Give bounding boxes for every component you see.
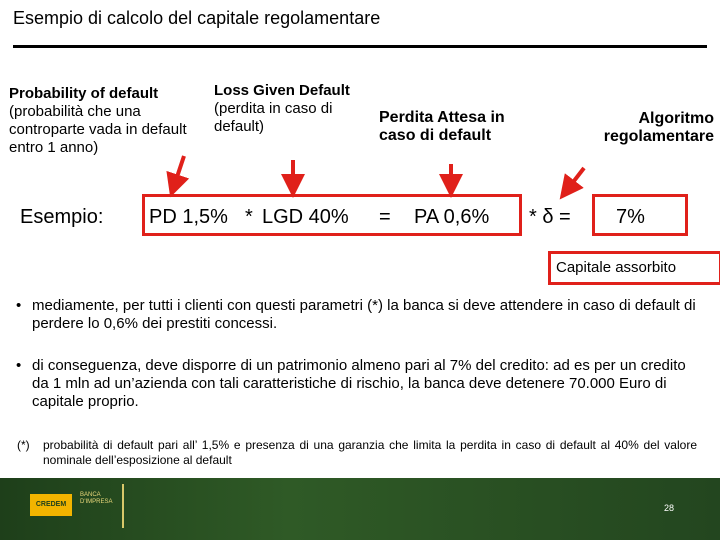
bullet-list-2: di conseguenza, deve disporre di un patr… [13, 357, 699, 411]
footnote-marker: (*) [17, 438, 30, 452]
algorithm-header: Algoritmo regolamentare [603, 110, 714, 145]
pd-desc: (probabilità che una controparte vada in… [9, 103, 187, 156]
bullet-item: mediamente, per tutti i clienti con ques… [13, 297, 699, 333]
lgd-header: Loss Given Default (perdita in caso di d… [214, 82, 354, 136]
arrows [166, 155, 586, 200]
equation-times: * [245, 206, 253, 228]
arrow-pd [166, 155, 190, 198]
pd-header: Probability of default (probabilità che … [9, 85, 204, 157]
page-number: 28 [664, 503, 675, 513]
credem-logo: CREDEM [30, 494, 72, 516]
equation-box [142, 194, 522, 236]
footer-divider [122, 484, 124, 528]
result-box [592, 194, 688, 236]
title-underline [13, 45, 707, 48]
lgd-title: Loss Given Default [214, 82, 350, 99]
pa-header: Perdita Attesa in caso di default [379, 109, 505, 144]
pd-title: Probability of default [9, 85, 159, 102]
arrow-alg [559, 166, 586, 200]
result-label: Capitale assorbito [556, 259, 677, 276]
equation-result: 7% [616, 206, 645, 228]
equation-pa: PA 0,6% [414, 206, 490, 228]
footnote-text: probabilità di default pari all’ 1,5% e … [43, 438, 697, 467]
footer-band [0, 478, 720, 540]
equation-equals: = [379, 206, 391, 228]
lgd-desc: (perdita in caso di default) [214, 100, 333, 135]
bullet-list-1: mediamente, per tutti i clienti con ques… [13, 297, 699, 333]
equation-prefix: Esempio: [20, 206, 104, 228]
bullet-item: di conseguenza, deve disporre di un patr… [13, 357, 699, 411]
equation-lgd: LGD 40% [262, 206, 349, 228]
equation-delta: * δ = [529, 206, 571, 228]
equation-pd: PD 1,5% [149, 206, 228, 228]
page-title: Esempio di calcolo del capitale regolame… [13, 8, 381, 28]
banca-impresa-logo: BANCA D'IMPRESA [80, 492, 113, 505]
